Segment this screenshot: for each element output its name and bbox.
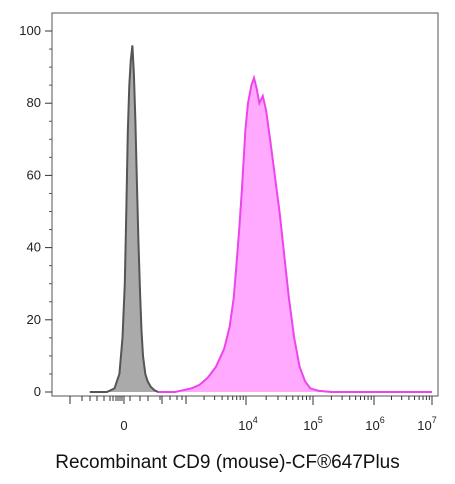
x-tick-label: 0 (120, 418, 127, 433)
x-tick-label: 107 (417, 415, 436, 433)
x-axis-label: Recombinant CD9 (mouse)-CF®647Plus (55, 452, 400, 473)
y-tick-label: 0 (34, 384, 41, 399)
series-0-area (89, 45, 170, 393)
y-tick-label: 100 (19, 23, 41, 38)
y-tick-label: 60 (27, 167, 41, 182)
series-1-line (158, 74, 432, 393)
x-tick-label: 106 (365, 415, 384, 433)
y-tick-label: 80 (27, 95, 41, 110)
y-tick-label: 20 (27, 312, 41, 327)
x-tick-label: 105 (303, 415, 322, 433)
x-tick-label: 104 (238, 415, 257, 433)
series-0-line (89, 45, 170, 393)
y-tick-label: 40 (27, 240, 41, 255)
